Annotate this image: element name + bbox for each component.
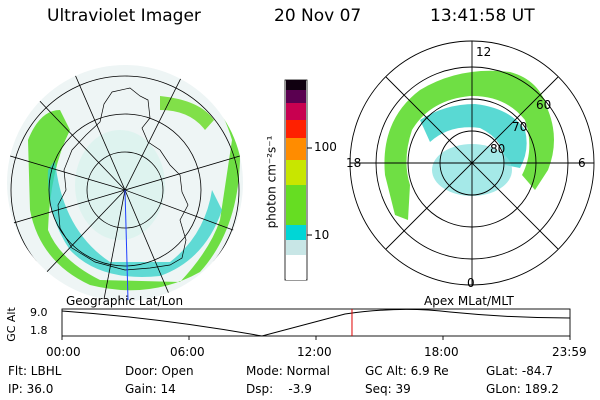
colorbar-tick-100: 100 (314, 140, 337, 154)
right-aurora-oval (384, 70, 554, 220)
coastline-outline (57, 87, 189, 271)
time-label: 13:41:58 UT (430, 6, 535, 26)
instrument-title: Ultraviolet Imager (47, 6, 201, 26)
lat-label-60: 60 (536, 98, 552, 112)
altitude-ylabel: GC Alt (4, 307, 18, 342)
time-tick-2359: 23:59 (552, 345, 587, 359)
magnetic-map (349, 40, 595, 286)
time-tick-1200: 12:00 (297, 345, 332, 359)
colorbar (284, 79, 312, 281)
lat-label-70: 70 (512, 120, 528, 134)
mlt-label-18: 18 (346, 156, 362, 170)
altitude-ytick-1: 1.8 (30, 324, 48, 337)
geographic-map (7, 65, 243, 301)
glat-status: GLat: -84.7 (486, 364, 553, 378)
altitude-plot (61, 308, 571, 340)
altitude-curve (61, 308, 571, 337)
time-tick-0600: 06:00 (170, 345, 205, 359)
gain-status: Gain: 14 (125, 382, 176, 396)
mlt-label-6: 6 (578, 156, 586, 170)
glon-status: GLon: 189.2 (486, 382, 559, 396)
apex-caption: Apex MLat/MLT (424, 294, 514, 308)
dsp-status: Dsp: -3.9 (246, 382, 312, 396)
seq-status: Seq: 39 (365, 382, 411, 396)
mlt-label-12: 12 (476, 45, 492, 59)
mode-status: Mode: Normal (246, 364, 330, 378)
time-tick-0000: 00:00 (46, 345, 81, 359)
altitude-ytick-9: 9.0 (30, 306, 48, 319)
geographic-caption: Geographic Lat/Lon (66, 294, 184, 308)
colorbar-tick-10: 10 (314, 228, 330, 242)
time-tick-1800: 18:00 (424, 345, 459, 359)
date-label: 20 Nov 07 (274, 6, 362, 26)
filter-status: Flt: LBHL (8, 364, 62, 378)
lat-label-80: 80 (490, 142, 506, 156)
ip-status: IP: 36.0 (8, 382, 54, 396)
mlt-label-0: 0 (467, 276, 475, 290)
gc-alt-status: GC Alt: 6.9 Re (365, 364, 449, 378)
door-status: Door: Open (125, 364, 194, 378)
colorbar-unit-label: photon cm⁻²s⁻¹ (264, 135, 279, 229)
